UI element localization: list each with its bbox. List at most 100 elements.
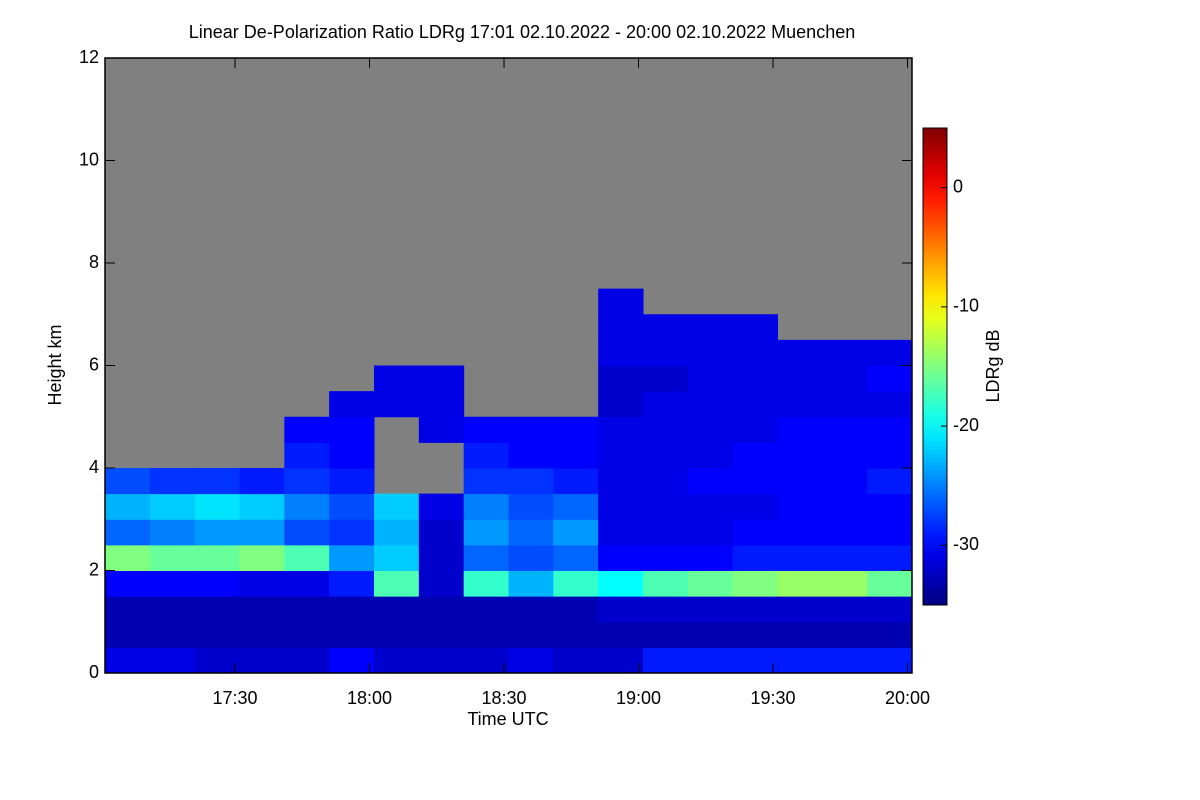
heatmap-cell xyxy=(732,391,778,418)
heatmap-cell xyxy=(777,519,823,546)
heatmap-cell xyxy=(687,468,734,495)
heatmap-cell xyxy=(777,570,823,597)
heatmap-cell xyxy=(867,519,913,546)
heatmap-cell xyxy=(598,288,644,315)
heatmap-cell xyxy=(598,493,644,520)
heatmap-cell xyxy=(553,647,599,674)
y-axis-label: Height km xyxy=(45,324,65,405)
heatmap-cell xyxy=(463,416,509,443)
heatmap-cell xyxy=(508,647,554,674)
heatmap-cell xyxy=(553,493,599,520)
heatmap-cell xyxy=(553,596,599,623)
heatmap-cell xyxy=(329,391,375,418)
heatmap-cell xyxy=(105,647,151,674)
heatmap-cell xyxy=(687,544,734,571)
heatmap-cell xyxy=(732,493,778,520)
heatmap-cell xyxy=(553,519,599,546)
y-tick-label: 0 xyxy=(89,662,99,682)
heatmap-cell xyxy=(149,544,196,571)
heatmap-cell xyxy=(329,596,375,623)
heatmap-cell xyxy=(732,416,778,443)
heatmap-cell xyxy=(374,493,420,520)
heatmap-cell xyxy=(598,365,644,392)
heatmap-cell xyxy=(777,468,823,495)
heatmap-cell xyxy=(374,544,420,571)
heatmap-cell xyxy=(463,468,509,495)
heatmap-cell xyxy=(687,493,734,520)
heatmap-cell xyxy=(418,416,465,443)
heatmap-cell xyxy=(418,647,465,674)
heatmap-cell xyxy=(822,365,868,392)
y-tick-label: 6 xyxy=(89,354,99,374)
heatmap-cell xyxy=(822,493,868,520)
heatmap-cell xyxy=(284,519,330,546)
heatmap-cell xyxy=(463,647,509,674)
heatmap-cell xyxy=(598,647,644,674)
heatmap-cell xyxy=(508,621,554,648)
heatmap-cell xyxy=(687,442,734,469)
heatmap-cell xyxy=(643,647,689,674)
heatmap-cell xyxy=(777,442,823,469)
heatmap-cell xyxy=(777,365,823,392)
heatmap-cell xyxy=(598,416,644,443)
heatmap-cell xyxy=(867,493,913,520)
heatmap-cell xyxy=(239,519,285,546)
heatmap-cell xyxy=(194,570,240,597)
heatmap-cell xyxy=(867,416,913,443)
heatmap-cell xyxy=(777,596,823,623)
heatmap-cell xyxy=(463,544,509,571)
heatmap-cell xyxy=(822,544,868,571)
heatmap-cell xyxy=(687,365,734,392)
heatmap-cell xyxy=(867,339,913,366)
heatmap-cell xyxy=(149,493,196,520)
heatmap-cell xyxy=(418,596,465,623)
heatmap-cell xyxy=(418,391,465,418)
heatmap-cell xyxy=(687,519,734,546)
heatmap-cell xyxy=(239,544,285,571)
heatmap-cell xyxy=(643,621,689,648)
heatmap-cell xyxy=(149,519,196,546)
heatmap-cell xyxy=(374,365,420,392)
colorbar-tick-label: -30 xyxy=(953,534,979,554)
heatmap-cell xyxy=(329,647,375,674)
y-tick-label: 4 xyxy=(89,457,99,477)
heatmap-cell xyxy=(867,442,913,469)
heatmap-cell xyxy=(867,391,913,418)
heatmap-cell xyxy=(777,416,823,443)
heatmap-cell xyxy=(598,621,644,648)
heatmap-cell xyxy=(553,416,599,443)
heatmap-cell xyxy=(643,314,689,341)
heatmap-cell xyxy=(598,339,644,366)
heatmap-cell xyxy=(463,570,509,597)
x-tick-label: 19:30 xyxy=(750,688,795,708)
heatmap-cell xyxy=(867,468,913,495)
heatmap-cell xyxy=(822,596,868,623)
heatmap-cell xyxy=(687,621,734,648)
heatmap-cell xyxy=(822,621,868,648)
heatmap-cell xyxy=(463,519,509,546)
heatmap-cell xyxy=(508,416,554,443)
heatmap-cell xyxy=(284,570,330,597)
heatmap-cell xyxy=(329,468,375,495)
heatmap-cell xyxy=(777,493,823,520)
heatmap-cell xyxy=(105,596,151,623)
heatmap-cell xyxy=(374,647,420,674)
heatmap-cell xyxy=(598,442,644,469)
heatmap-cell xyxy=(329,519,375,546)
heatmap-cell xyxy=(284,621,330,648)
heatmap-cell xyxy=(284,596,330,623)
heatmap-cell xyxy=(149,647,196,674)
heatmap-cell xyxy=(463,621,509,648)
heatmap-cell xyxy=(732,647,778,674)
heatmap-cell xyxy=(822,339,868,366)
heatmap-cell xyxy=(643,544,689,571)
heatmap-cell xyxy=(329,493,375,520)
heatmap-cell xyxy=(643,519,689,546)
heatmap-cell xyxy=(149,570,196,597)
x-tick-label: 18:30 xyxy=(481,688,526,708)
heatmap-cell xyxy=(732,621,778,648)
x-tick-label: 20:00 xyxy=(885,688,930,708)
heatmap-cell xyxy=(105,493,151,520)
heatmap-cell xyxy=(867,544,913,571)
heatmap-cell xyxy=(418,493,465,520)
